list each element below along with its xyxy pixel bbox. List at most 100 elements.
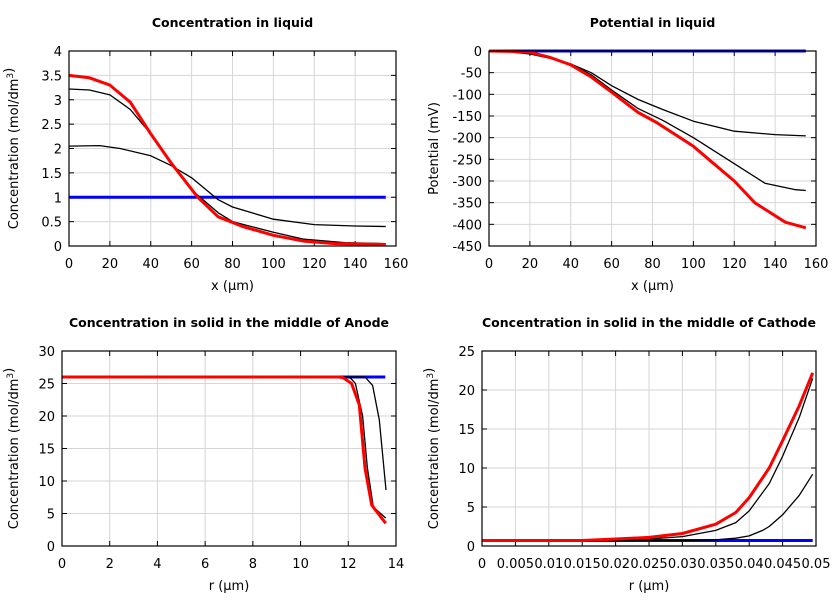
y-tick-label: 20 — [38, 410, 55, 425]
x-tick-label: 140 — [343, 257, 368, 272]
y-tick-label: -50 — [461, 67, 482, 82]
y-tick-label: -150 — [452, 110, 482, 125]
y-tick-label: 1 — [54, 191, 62, 206]
y-tick-label: -250 — [452, 153, 482, 168]
x-tick-label: 0.04 — [735, 557, 764, 572]
plot-frame — [68, 50, 397, 247]
series-line-3 — [62, 376, 387, 519]
x-tick-label: 2 — [106, 557, 114, 572]
x-axis-label: r (µm) — [209, 579, 250, 594]
y-tick-label: 25 — [458, 345, 475, 360]
x-tick-label: 0.03 — [668, 557, 697, 572]
x-tick-label: 14 — [388, 557, 405, 572]
y-tick-label: -100 — [452, 88, 482, 103]
y-tick-label: -200 — [452, 132, 482, 147]
series-line-2 — [62, 376, 387, 491]
y-tick-label: 15 — [38, 443, 55, 458]
series-line-4 — [488, 49, 807, 230]
series-line-4 — [68, 73, 386, 246]
x-tick-label: 0.02 — [601, 557, 630, 572]
y-tick-label: -300 — [452, 175, 482, 190]
series-line-4 — [62, 375, 387, 525]
x-tick-label: 40 — [562, 257, 579, 272]
x-tick-label: 6 — [201, 557, 209, 572]
x-tick-label: 140 — [763, 257, 788, 272]
y-tick-label: 5 — [47, 508, 55, 523]
x-tick-label: 0.005 — [497, 557, 534, 572]
series-line-4 — [482, 372, 815, 542]
chart-title: Concentration in solid in the middle of … — [69, 315, 389, 330]
x-tick-label: 12 — [340, 557, 357, 572]
x-tick-label: 100 — [681, 257, 706, 272]
y-tick-label: 4 — [54, 45, 62, 60]
x-tick-label: 4 — [153, 557, 161, 572]
chart-panel-4: Concentration in solid in the middle of … — [422, 315, 830, 594]
x-tick-label: 80 — [224, 257, 241, 272]
y-axis-label: Concentration (mol/dm3) — [422, 368, 442, 530]
y-tick-label: 0.5 — [41, 216, 62, 231]
x-tick-label: 0.025 — [630, 557, 667, 572]
y-axis-label: Concentration (mol/dm3) — [2, 68, 22, 230]
y-tick-label: 30 — [38, 345, 55, 360]
x-tick-label: 8 — [249, 557, 257, 572]
x-axis-label: x (µm) — [631, 279, 674, 294]
x-tick-label: 0.045 — [764, 557, 801, 572]
y-tick-label: 25 — [38, 378, 55, 393]
plot-frame — [488, 50, 817, 247]
y-tick-label: 10 — [38, 475, 55, 490]
x-tick-label: 60 — [603, 257, 620, 272]
series-line-3 — [488, 50, 806, 192]
x-tick-label: 0 — [65, 257, 73, 272]
x-tick-label: 160 — [804, 257, 829, 272]
x-axis-label: r (µm) — [629, 579, 670, 594]
x-tick-label: 20 — [102, 257, 119, 272]
x-tick-label: 0 — [58, 557, 66, 572]
y-tick-label: 0 — [54, 240, 62, 255]
x-tick-label: 0.05 — [802, 557, 831, 572]
series-line-2 — [482, 473, 814, 542]
y-tick-label: 0 — [467, 540, 475, 555]
chart-title: Potential in liquid — [590, 15, 716, 30]
x-tick-label: 0.01 — [534, 557, 563, 572]
y-tick-label: -450 — [452, 240, 482, 255]
y-tick-label: 10 — [458, 462, 475, 477]
y-tick-label: 15 — [458, 423, 475, 438]
y-tick-label: 2 — [54, 143, 62, 158]
x-tick-label: 10 — [292, 557, 309, 572]
y-axis-label: Concentration (mol/dm3) — [2, 368, 22, 530]
y-tick-label: 5 — [467, 501, 475, 516]
y-axis-label: Potential (mV) — [427, 102, 442, 195]
series-line-3 — [482, 378, 814, 542]
x-tick-label: 100 — [261, 257, 286, 272]
y-tick-label: 2.5 — [41, 118, 62, 133]
y-tick-label: 3 — [54, 94, 62, 109]
y-tick-label: 3.5 — [41, 69, 62, 84]
x-tick-label: 160 — [384, 257, 409, 272]
chart-panel-2: Potential in liquid 0 20 40 60 80 100 120 140 160… — [427, 15, 828, 294]
x-tick-label: 120 — [302, 257, 327, 272]
series-line-2 — [68, 144, 386, 228]
plot-frame — [61, 350, 397, 547]
x-tick-label: 80 — [644, 257, 661, 272]
x-tick-label: 0 — [485, 257, 493, 272]
chart-panel-3: Concentration in solid in the middle of … — [2, 315, 404, 594]
x-axis-label: x (µm) — [211, 279, 254, 294]
chart-title: Concentration in solid in the middle of … — [482, 315, 816, 330]
x-tick-label: 0 — [478, 557, 486, 572]
x-tick-label: 0.015 — [564, 557, 601, 572]
x-tick-label: 60 — [183, 257, 200, 272]
x-tick-label: 0.035 — [697, 557, 734, 572]
y-tick-label: 0 — [474, 45, 482, 60]
y-tick-label: -400 — [452, 218, 482, 233]
x-tick-label: 120 — [722, 257, 747, 272]
chart-title: Concentration in liquid — [152, 15, 313, 30]
y-tick-label: 1.5 — [41, 167, 62, 182]
plot-frame — [481, 350, 817, 547]
x-tick-label: 20 — [522, 257, 539, 272]
y-tick-label: -350 — [452, 197, 482, 212]
x-tick-label: 40 — [142, 257, 159, 272]
y-tick-label: 20 — [458, 384, 475, 399]
y-tick-label: 0 — [47, 540, 55, 555]
